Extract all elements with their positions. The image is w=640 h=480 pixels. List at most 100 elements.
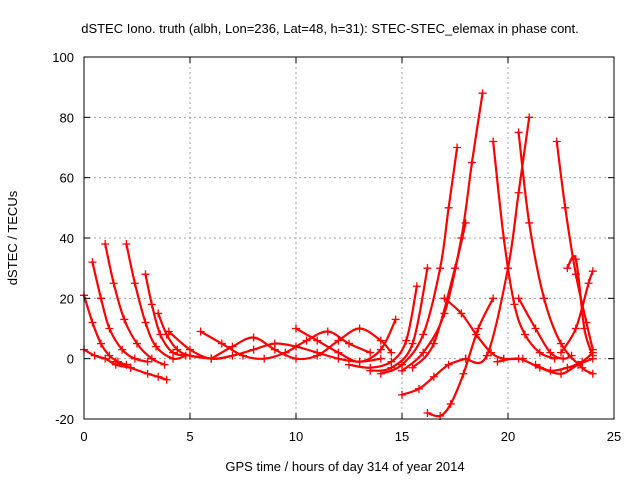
data-point [559, 354, 568, 363]
data-series [563, 254, 597, 360]
data-point [561, 203, 570, 212]
data-point [459, 369, 468, 378]
series-line [369, 267, 429, 372]
x-tick-label: 5 [186, 429, 193, 444]
y-axis-label: dSTEC / TECUs [5, 190, 20, 285]
data-point [130, 354, 139, 363]
data-point [323, 327, 332, 336]
y-tick-label: 40 [60, 231, 74, 246]
data-point [567, 351, 576, 360]
data-point [578, 357, 587, 366]
data-point [408, 363, 417, 372]
data-point [101, 240, 110, 249]
data-series [408, 218, 470, 372]
y-tick-label: 0 [67, 352, 74, 367]
data-point [535, 348, 544, 357]
data-point [345, 339, 353, 348]
data-point [588, 351, 597, 360]
y-tick-label: 80 [60, 110, 74, 125]
data-point [453, 143, 462, 152]
data-point [141, 318, 150, 327]
data-point [540, 294, 549, 303]
data-point [122, 240, 131, 249]
data-point [514, 294, 523, 303]
data-point [472, 330, 481, 339]
data-point [118, 345, 127, 354]
data-point [366, 366, 375, 375]
data-point [334, 336, 343, 345]
data-point [398, 366, 406, 375]
data-point [514, 354, 523, 363]
series-line [294, 318, 397, 363]
data-point [571, 255, 580, 264]
data-point [423, 408, 432, 417]
data-point [366, 348, 375, 357]
data-point [474, 324, 483, 333]
data-point [440, 294, 449, 303]
x-tick-label: 20 [501, 429, 515, 444]
data-series [489, 137, 559, 363]
data-point [387, 348, 396, 357]
data-point [391, 315, 400, 324]
data-point [584, 279, 593, 288]
data-point [141, 270, 150, 279]
data-point [207, 354, 216, 363]
data-point [563, 264, 572, 273]
data-point [423, 264, 432, 273]
data-point [531, 360, 540, 369]
data-series [552, 137, 597, 354]
data-point [429, 372, 438, 381]
series-line [566, 254, 594, 357]
data-series [111, 357, 171, 384]
data-point [143, 357, 152, 366]
data-point [419, 348, 428, 357]
data-point [101, 354, 110, 363]
series-line [464, 116, 531, 365]
series-line [411, 221, 467, 369]
data-point [292, 324, 300, 333]
data-point [260, 354, 269, 363]
data-point [467, 158, 476, 167]
data-point [147, 354, 156, 363]
data-series [88, 258, 152, 366]
data-point [510, 300, 519, 309]
data-point [489, 294, 498, 303]
data-point [126, 363, 135, 372]
data-point [580, 324, 589, 333]
data-series [366, 264, 432, 375]
y-tick-label: 20 [60, 291, 74, 306]
x-tick-label: 15 [395, 429, 409, 444]
data-point [376, 354, 385, 363]
data-series [207, 324, 396, 363]
data-series [292, 315, 400, 366]
data-point [105, 351, 114, 360]
series-line [426, 297, 495, 418]
data-point [313, 336, 322, 345]
data-point [557, 369, 565, 378]
data-point [334, 348, 343, 357]
data-series [557, 267, 597, 357]
data-point [355, 357, 364, 366]
x-tick-label: 10 [289, 429, 303, 444]
data-point [446, 399, 455, 408]
data-point [105, 324, 114, 333]
data-point [133, 339, 141, 348]
data-point [147, 300, 156, 309]
data-point [588, 369, 597, 378]
data-series [461, 113, 534, 365]
data-point [96, 339, 105, 348]
data-point [552, 137, 561, 146]
data-point [419, 330, 428, 339]
y-tick-label: -20 [55, 412, 74, 427]
series-line [210, 327, 393, 361]
data-point [376, 345, 385, 354]
series-line [555, 140, 594, 351]
data-point [414, 384, 423, 393]
data-point [461, 354, 470, 363]
data-point [154, 372, 163, 381]
data-point [457, 309, 466, 318]
series-line [379, 146, 459, 375]
data-series [122, 240, 190, 363]
x-axis-label: GPS time / hours of day 314 of year 2014 [225, 459, 464, 474]
